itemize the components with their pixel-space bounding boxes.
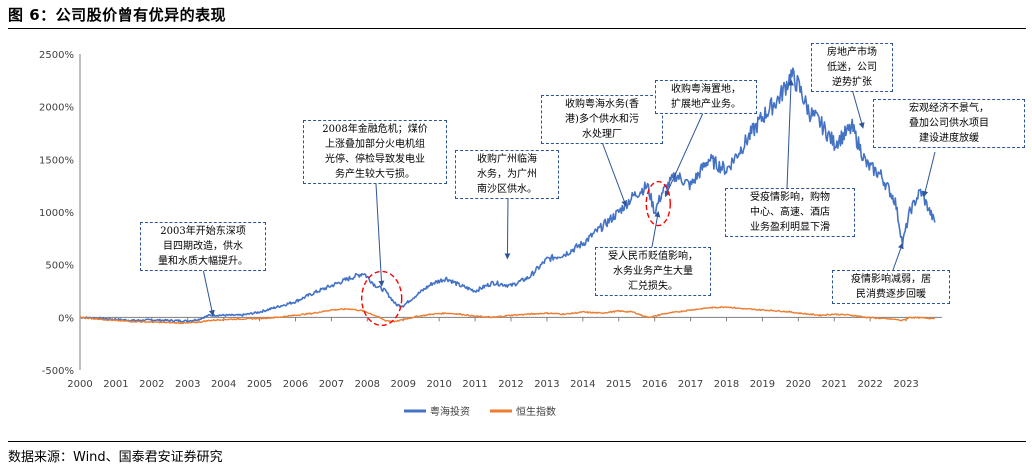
annotation-box: 2003年开始东深项 目四期改造，供水 量和水质大幅提升。 [140,222,266,271]
annotation-box: 2008年金融危机；煤价 上涨叠加部分火电机组 光停、停检导致发电业 务产生较大… [303,120,447,184]
annotation-arrow [664,112,704,198]
annotation-box: 房地产市场 低迷，公司 逆势扩张 [811,43,893,92]
x-tick-label: 2012 [498,379,523,390]
x-tick-label: 2020 [786,379,811,390]
series-line-guangdong-investment [80,67,936,323]
annotation-arrow [786,79,794,189]
annotation-arrow [375,183,385,287]
y-tick-label: -500% [42,366,74,377]
x-tick-label: 2015 [606,379,631,390]
annotation-box: 受人民币贬值影响， 水务业务产生大量 汇兑损失。 [595,247,711,296]
y-tick-label: 1500% [39,155,74,166]
annotation-box: 收购粤海置地， 扩展地产业务。 [655,80,757,114]
legend-label: 粤海投资 [430,405,470,418]
source-note: 数据来源：Wind、国泰君安证券研究 [8,450,223,465]
x-tick-label: 2023 [893,379,918,390]
y-tick-label: 500% [45,261,74,272]
x-tick-label: 2018 [714,379,739,390]
x-tick-label: 2022 [857,379,882,390]
x-tick-label: 2011 [462,379,487,390]
annotation-box: 收购广州临海 水务，为广州 南沙区供水。 [455,150,559,199]
chart-axes: -500% 0% 500% 1000% 1500% 2000% 2500% 2000 2001 2… [39,50,942,390]
annotation-arrow [504,196,511,260]
x-tick-label: 2000 [67,379,92,390]
annotation-arrow [922,151,936,198]
y-tick-label: 1000% [39,208,74,219]
annotation-arrow [601,141,627,207]
highlight-circles [361,180,671,327]
annotation-arrow [892,242,904,271]
x-tick-label: 2013 [534,379,559,390]
y-tick-label: 2000% [39,103,74,114]
annotation-box: 受疫情影响，购物 中心、高速、酒店 业务盈利明显下滑 [725,188,855,237]
series-lines [79,67,936,325]
x-tick-label: 2002 [139,379,164,390]
x-tick-label: 2016 [642,379,667,390]
line-chart: -500% 0% 500% 1000% 1500% 2000% 2500% 2000 2001 2… [39,50,942,418]
x-tick-label: 2019 [750,379,775,390]
chart-legend: 粤海投资 恒生指数 [404,405,556,418]
x-tick-label: 2007 [319,379,344,390]
highlight-circle [361,270,403,327]
x-tick-label: 2017 [678,379,703,390]
annotation-box: 疫情影响减弱，居 民消费逐步回暖 [832,270,950,304]
annotation-arrow [851,88,865,129]
x-tick-label: 2009 [391,379,416,390]
x-tick-label: 2010 [426,379,451,390]
x-tick-label: 2008 [355,379,380,390]
x-tick-label: 2005 [247,379,272,390]
annotation-box: 宏观经济不景气， 叠加公司供水项目 建设进度放缓 [873,99,1025,148]
annotation-arrow [202,268,215,317]
source-rule [8,441,1026,442]
highlight-circle [645,180,671,227]
y-tick-label: 2500% [39,50,74,61]
title-rule [8,28,1026,29]
figure-title: 图 6：公司股价曾有优异的表现 [8,6,227,24]
x-tick-label: 2014 [570,379,595,390]
annotation-box: 收购粤海水务(香 港)多个供水和污 水处理厂 [541,95,663,144]
x-tick-label: 2003 [175,379,200,390]
annotation-arrow [651,211,661,248]
x-tick-label: 2001 [103,379,128,390]
x-tick-label: 2006 [283,379,308,390]
x-tick-label: 2004 [211,379,236,390]
annotation-arrows [202,79,936,317]
y-tick-label: 0% [58,313,74,324]
legend-label: 恒生指数 [516,405,556,418]
x-tick-label: 2021 [822,379,847,390]
series-line-hang-seng-index [79,306,935,325]
